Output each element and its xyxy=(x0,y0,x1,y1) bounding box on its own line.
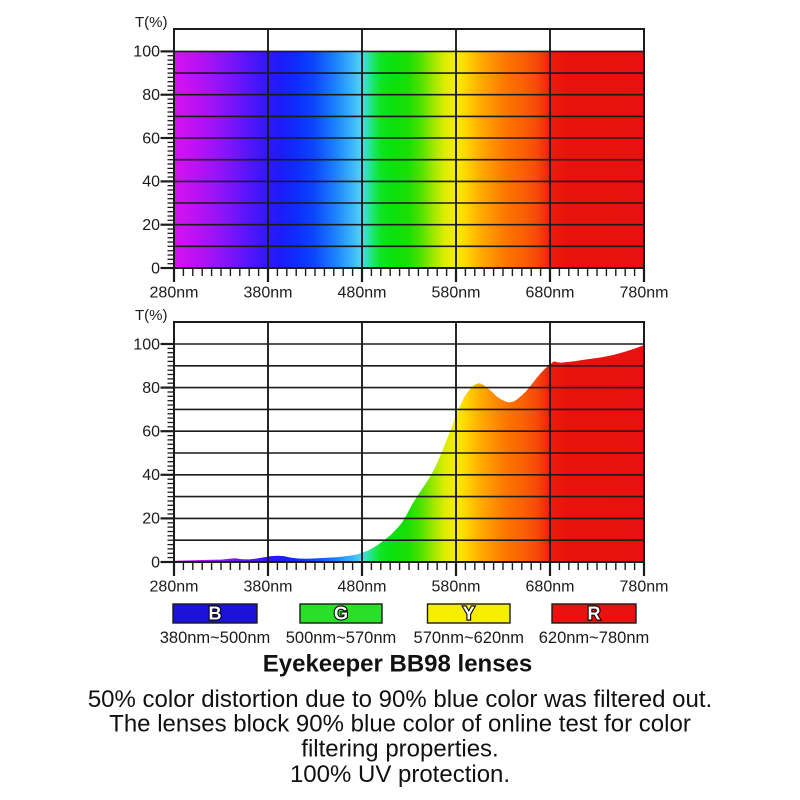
svg-text:480nm: 480nm xyxy=(338,579,387,596)
svg-text:480nm: 480nm xyxy=(338,285,387,302)
svg-text:80: 80 xyxy=(142,87,160,104)
svg-text:0: 0 xyxy=(151,554,160,571)
svg-text:G: G xyxy=(334,604,348,624)
svg-text:40: 40 xyxy=(142,174,160,191)
svg-text:Y: Y xyxy=(463,604,475,624)
svg-text:570nm~620nm: 570nm~620nm xyxy=(414,629,525,647)
svg-text:20: 20 xyxy=(142,217,160,234)
svg-text:0: 0 xyxy=(151,260,160,277)
svg-text:80: 80 xyxy=(142,380,160,397)
svg-text:500nm~570nm: 500nm~570nm xyxy=(286,629,397,647)
svg-text:T(%): T(%) xyxy=(135,307,168,324)
svg-text:380nm: 380nm xyxy=(244,285,293,302)
svg-text:T(%): T(%) xyxy=(135,14,168,31)
svg-text:680nm: 680nm xyxy=(526,285,575,302)
svg-text:60: 60 xyxy=(142,424,160,441)
svg-text:380nm~500nm: 380nm~500nm xyxy=(160,629,271,647)
svg-text:280nm: 280nm xyxy=(150,579,199,596)
svg-text:280nm: 280nm xyxy=(150,285,199,302)
svg-text:780nm: 780nm xyxy=(620,579,669,596)
svg-text:580nm: 580nm xyxy=(432,579,481,596)
svg-text:R: R xyxy=(588,604,601,624)
svg-text:680nm: 680nm xyxy=(526,579,575,596)
svg-text:780nm: 780nm xyxy=(620,285,669,302)
svg-text:The lenses block 90% blue colo: The lenses block 90% blue color of onlin… xyxy=(109,711,691,738)
svg-text:Eyekeeper BB98 lenses: Eyekeeper BB98 lenses xyxy=(263,651,533,678)
svg-text:100% UV protection.: 100% UV protection. xyxy=(290,761,510,788)
svg-text:50% color distortion due to 90: 50% color distortion due to 90% blue col… xyxy=(88,686,712,713)
svg-text:380nm: 380nm xyxy=(244,579,293,596)
svg-text:40: 40 xyxy=(142,467,160,484)
svg-text:620nm~780nm: 620nm~780nm xyxy=(539,629,650,647)
svg-text:60: 60 xyxy=(142,130,160,147)
svg-text:20: 20 xyxy=(142,511,160,528)
svg-text:filtering properties.: filtering properties. xyxy=(301,736,498,763)
svg-text:100: 100 xyxy=(133,336,160,353)
svg-text:100: 100 xyxy=(133,44,160,61)
svg-text:B: B xyxy=(209,604,222,624)
svg-text:580nm: 580nm xyxy=(432,285,481,302)
